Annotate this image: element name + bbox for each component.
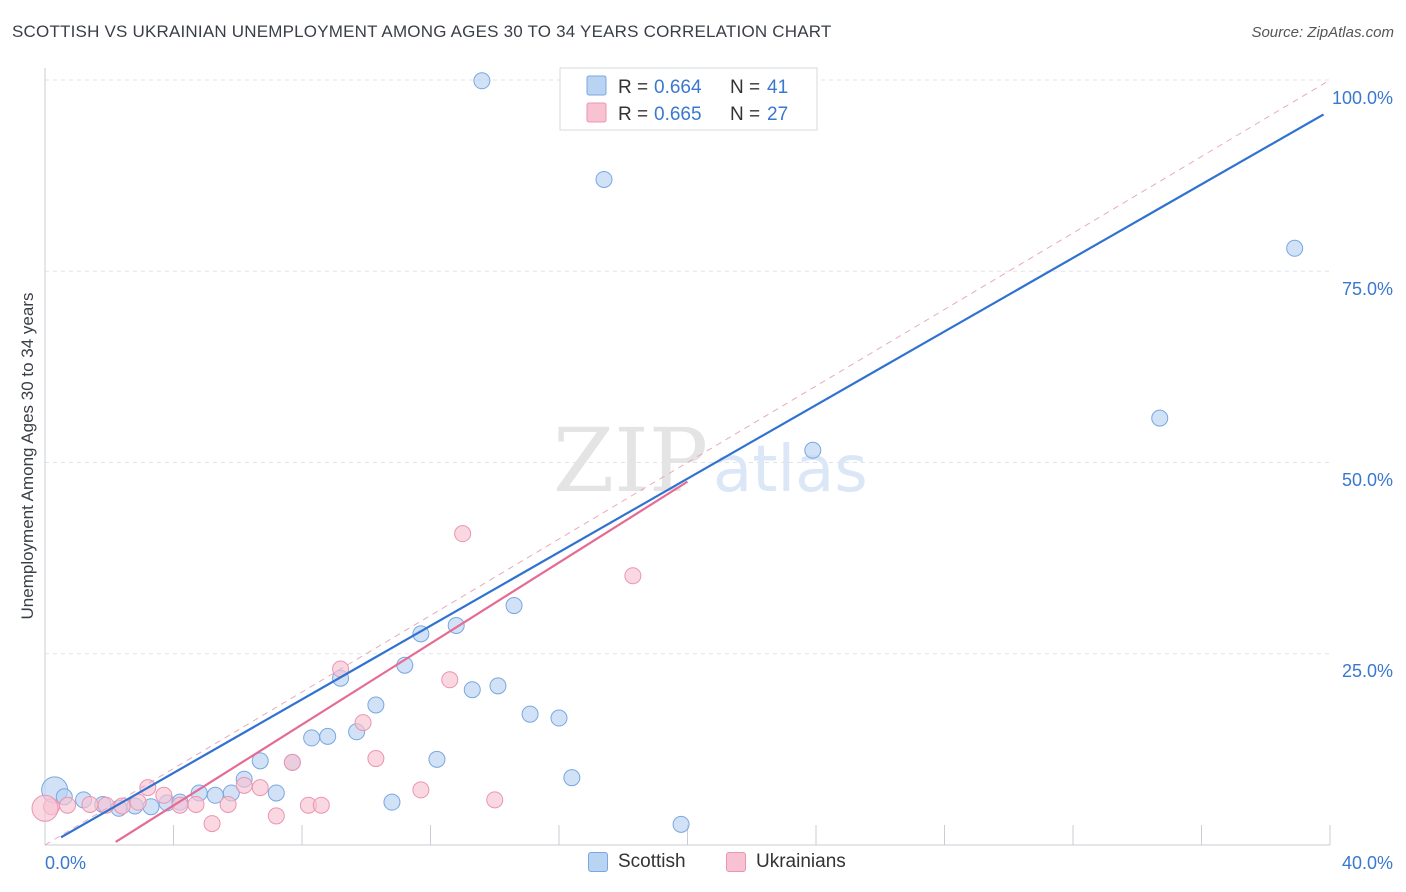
legend-label-scottish: Scottish [618,851,686,872]
ukrainian-point [187,795,205,813]
ukrainian-point [283,753,301,771]
y-tick-label: 100.0% [1332,88,1393,108]
legend-item-scottish[interactable]: Scottish [588,851,686,873]
ukrainian-point [624,567,642,585]
ukrainian-point [486,791,504,809]
ukrainian-point [367,750,385,768]
legend-r-value-ukrainians: 0.665 [654,104,702,125]
x-tick-label: 40.0% [1342,853,1393,873]
watermark-zip: ZIP [553,409,708,512]
reference-line [44,79,1331,846]
scottish-point [804,441,822,459]
legend-n-label-scottish: N = [730,77,760,98]
scottish-point [473,72,491,90]
ukrainian-point [203,815,221,833]
x-tick-label: 0.0% [45,853,86,873]
gridlines [45,79,1330,655]
legend-swatch-bottom-scottish [588,852,608,872]
ukrainian-point [312,796,330,814]
scottish-point [550,709,568,727]
legend-label-ukrainians: Ukrainians [756,851,846,872]
ukrainian-point [155,786,173,804]
trend-lines [44,79,1331,846]
scottish-point [428,750,446,768]
chart-title: SCOTTISH VS UKRAINIAN UNEMPLOYMENT AMONG… [12,22,832,41]
legend-n-label-ukrainians: N = [730,104,760,125]
legend-n-value-ukrainians: 27 [767,104,788,125]
legend-swatch-ukrainians [586,102,607,123]
axes [44,68,1331,846]
scottish-point [505,597,523,615]
ukrainian-point [441,671,459,689]
scottish-point [563,769,581,787]
ukrainian-point [251,779,269,797]
scottish-point [521,705,539,723]
legend-n-value-scottish: 41 [767,77,788,98]
trend-line-ukrainians [115,480,689,843]
ukrainian-point [454,525,472,543]
legend-swatch-bottom-ukrainians [726,852,746,872]
scottish-point [267,784,285,802]
ukrainian-point [354,714,372,732]
scottish-point [463,681,481,699]
legend-r-value-scottish: 0.664 [654,77,702,98]
ukrainian-point [267,807,285,825]
scottish-point [1286,239,1304,257]
scottish-point [303,729,321,747]
legend-swatch-scottish [586,75,607,96]
y-tick-label: 50.0% [1342,470,1393,490]
scottish-point [319,727,337,745]
legend-r-label-ukrainians: R = [618,104,648,125]
source-label: Source: ZipAtlas.com [1251,24,1394,41]
scottish-point [367,696,385,714]
watermark: ZIP atlas [553,409,868,512]
ukrainian-point [219,795,237,813]
watermark-atlas: atlas [713,433,868,507]
y-tick-label: 75.0% [1342,279,1393,299]
ukrainian-point [58,796,76,814]
trend-line-scottish [60,113,1325,839]
tick-labels: 100.0% 75.0% 50.0% 25.0% 0.0% 40.0% [45,88,1393,873]
scottish-point [383,793,401,811]
ukrainian-point [31,794,59,822]
legend-r-label-scottish: R = [618,77,648,98]
scottish-point [1151,409,1169,427]
legend-item-ukrainians[interactable]: Ukrainians [726,851,846,873]
legend-bottom: Scottish Ukrainians [0,851,1406,877]
legend-top: R = 0.664 N = 41 R = 0.665 N = 27 [559,67,818,131]
ukrainian-point [235,776,253,794]
scottish-point [595,170,613,188]
scottish-point [489,677,507,695]
scottish-point [672,815,690,833]
ukrainian-point [412,781,430,799]
ukrainian-point [81,795,99,813]
scottish-point [251,752,269,770]
y-tick-label: 25.0% [1342,661,1393,681]
